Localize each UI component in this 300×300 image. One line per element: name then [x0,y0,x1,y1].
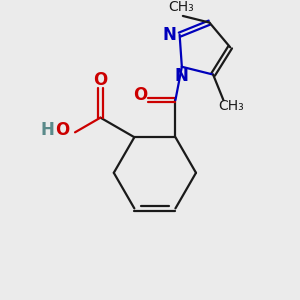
Text: H: H [41,122,55,140]
Text: CH₃: CH₃ [218,99,244,113]
Text: O: O [133,86,147,104]
Text: N: N [163,26,177,44]
Text: CH₃: CH₃ [168,0,194,14]
Text: O: O [93,71,108,89]
Text: O: O [55,122,69,140]
Text: N: N [175,67,189,85]
